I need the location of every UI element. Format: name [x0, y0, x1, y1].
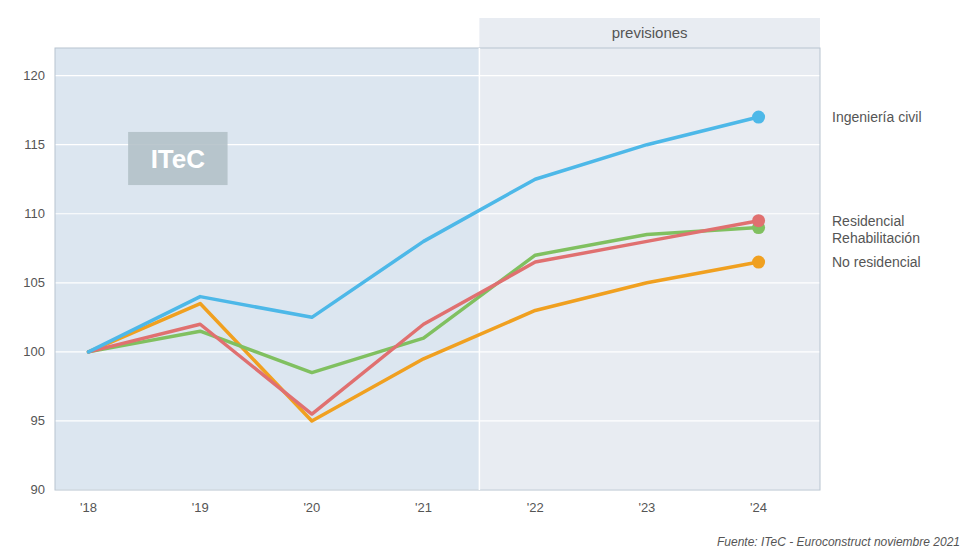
- series-label: Residencial: [832, 213, 904, 229]
- history-region: [55, 48, 479, 490]
- plot-frame: [55, 48, 820, 490]
- source-note: Fuente: ITeC - Euroconstruct noviembre 2…: [717, 535, 960, 549]
- y-tick-label: 115: [24, 137, 45, 152]
- forecast-separator: [479, 48, 481, 490]
- grid-line: [55, 282, 820, 283]
- x-tick-label: '19: [192, 500, 209, 515]
- x-tick-label: '24: [750, 500, 767, 515]
- end-dot: [752, 256, 765, 269]
- series-line: [89, 221, 759, 414]
- grid-line: [55, 420, 820, 421]
- x-tick-label: '23: [638, 500, 655, 515]
- series-line: [89, 117, 759, 352]
- x-tick-label: '18: [80, 500, 97, 515]
- y-tick-label: 120: [23, 68, 45, 83]
- series-label: Ingeniería civil: [832, 109, 922, 125]
- grid-line: [55, 213, 820, 214]
- x-tick-label: '20: [303, 500, 320, 515]
- y-tick-label: 95: [31, 413, 45, 428]
- chart: previsiones 90 95 100 105 110 115 120 '18 '19 '20 '…: [0, 0, 980, 560]
- forecast-region: [479, 48, 820, 490]
- end-dot: [752, 111, 765, 124]
- series-line: [89, 262, 759, 421]
- watermark-box: [128, 132, 227, 185]
- forecast-header: [479, 18, 820, 48]
- end-dot: [752, 214, 765, 227]
- x-tick-label: '22: [527, 500, 544, 515]
- forecast-label: previsiones: [612, 24, 688, 41]
- series-label: No residencial: [832, 254, 921, 270]
- x-tick-label: '21: [415, 500, 432, 515]
- y-tick-label: 100: [23, 344, 45, 359]
- series-line: [89, 228, 759, 373]
- y-tick-label: 110: [24, 206, 45, 221]
- watermark-label: ITeC: [151, 144, 206, 174]
- y-tick-label: 90: [31, 482, 45, 497]
- grid-line: [55, 75, 820, 76]
- y-tick-label: 105: [23, 275, 45, 290]
- series-group: [89, 111, 766, 421]
- series-label: Rehabilitación: [832, 230, 920, 246]
